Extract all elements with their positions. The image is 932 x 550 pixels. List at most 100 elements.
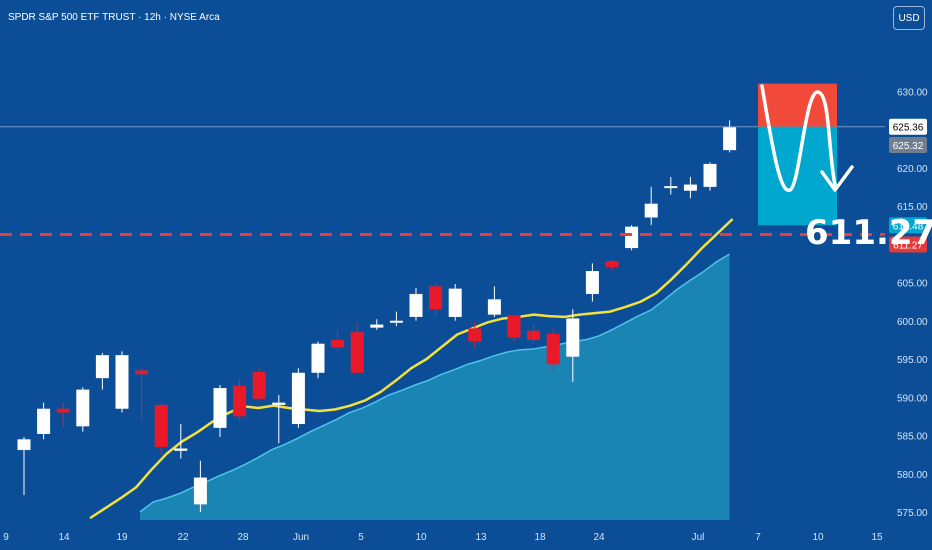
- price-tag-level-bg: [889, 236, 927, 253]
- candle-body: [566, 318, 580, 357]
- candle: [448, 284, 462, 321]
- candle: [566, 309, 580, 382]
- price-axis-label: 605.00: [897, 279, 928, 290]
- candle-body: [703, 163, 717, 187]
- candle: [389, 311, 403, 327]
- price-axis-label: 580.00: [897, 470, 928, 481]
- candle-body: [213, 388, 227, 428]
- price-tag-prev-bg: [889, 137, 927, 154]
- price-axis-label: 600.00: [897, 317, 928, 328]
- price-axis-label: 585.00: [897, 432, 928, 443]
- candle-body: [546, 333, 560, 365]
- candle-body: [154, 404, 168, 447]
- time-axis-label: 7: [755, 532, 761, 543]
- candle: [350, 322, 364, 375]
- wave-arrow-path: [760, 84, 837, 192]
- price-axis-label: 630.00: [897, 87, 928, 98]
- time-axis-label: 13: [475, 532, 487, 543]
- candle-body: [664, 186, 678, 189]
- candle-body: [429, 286, 443, 310]
- time-axis-label: 15: [871, 532, 883, 543]
- candle-body: [350, 332, 364, 373]
- candle-body: [311, 343, 325, 373]
- candle: [154, 403, 168, 455]
- price-tag-target-bg: [889, 217, 927, 234]
- price-axis-label: 590.00: [897, 393, 928, 404]
- candles-layer: [17, 120, 737, 512]
- candle-body: [252, 372, 266, 399]
- time-axis-label: 10: [415, 532, 427, 543]
- candle: [76, 387, 90, 432]
- drawing-layer: [0, 83, 885, 237]
- arrow-head-icon: [820, 165, 854, 192]
- candle: [546, 328, 560, 371]
- candle-body: [37, 408, 51, 434]
- candle: [703, 162, 717, 191]
- candle-body: [56, 408, 70, 413]
- candle: [664, 176, 678, 195]
- candle: [272, 394, 286, 444]
- price-tag-prev: 625.32: [893, 141, 924, 152]
- candle-body: [233, 385, 247, 417]
- time-axis[interactable]: 9 14 19 22 28 Jun 5 10 13 18 24 Jul 7 10 15: [3, 532, 883, 543]
- candle: [487, 286, 501, 317]
- candle-body: [625, 226, 639, 249]
- candle: [56, 403, 70, 427]
- time-axis-label: 18: [534, 532, 546, 543]
- area-series-line: [139, 253, 730, 513]
- candle: [507, 314, 521, 342]
- candle: [468, 322, 482, 348]
- candle: [723, 120, 737, 153]
- price-axis-label: 595.00: [897, 355, 928, 366]
- candle: [683, 176, 697, 199]
- candle: [644, 186, 658, 226]
- candle: [37, 402, 51, 440]
- candle-body: [683, 184, 697, 191]
- candle: [291, 368, 305, 428]
- candle-body: [723, 127, 737, 151]
- candle: [311, 341, 325, 379]
- time-axis-label: 14: [58, 532, 70, 543]
- candle: [115, 351, 129, 413]
- candle: [370, 319, 384, 330]
- candle-body: [115, 355, 129, 409]
- area-series: [140, 254, 730, 520]
- time-axis-label: 22: [177, 532, 189, 543]
- moving-average-layer: [89, 218, 734, 520]
- candle-body: [527, 330, 541, 340]
- candle-body: [174, 448, 188, 451]
- candle: [135, 367, 149, 419]
- candle: [331, 329, 345, 352]
- candle-body: [644, 203, 658, 218]
- candle: [585, 263, 599, 302]
- candle: [17, 437, 31, 496]
- candle: [213, 385, 227, 438]
- time-axis-label: 24: [593, 532, 605, 543]
- candle: [409, 287, 423, 321]
- price-axis-label: 620.00: [897, 164, 928, 175]
- currency-button[interactable]: USD: [893, 6, 925, 30]
- candle: [174, 424, 188, 459]
- candle-body: [193, 477, 207, 505]
- candle-body: [135, 370, 149, 375]
- candle-body: [585, 271, 599, 294]
- candle-body: [76, 389, 90, 427]
- price-tag-target: 612.48: [893, 221, 924, 232]
- candle: [429, 282, 443, 317]
- candle-body: [507, 315, 521, 338]
- candle: [605, 259, 619, 272]
- price-tag-level: 611.27: [893, 241, 923, 252]
- time-axis-label: Jul: [692, 532, 705, 543]
- candle-body: [468, 328, 482, 342]
- moving-average-line: [89, 218, 734, 520]
- candle: [625, 225, 639, 251]
- time-axis-label: 10: [812, 532, 824, 543]
- level-annotation: 611.27: [805, 213, 932, 253]
- candle: [527, 324, 541, 344]
- time-axis-label: 19: [116, 532, 128, 543]
- area-fill-layer: [139, 253, 730, 520]
- candle-body: [487, 299, 501, 315]
- price-tags: 625.36 625.32 612.48 611.27: [889, 118, 927, 253]
